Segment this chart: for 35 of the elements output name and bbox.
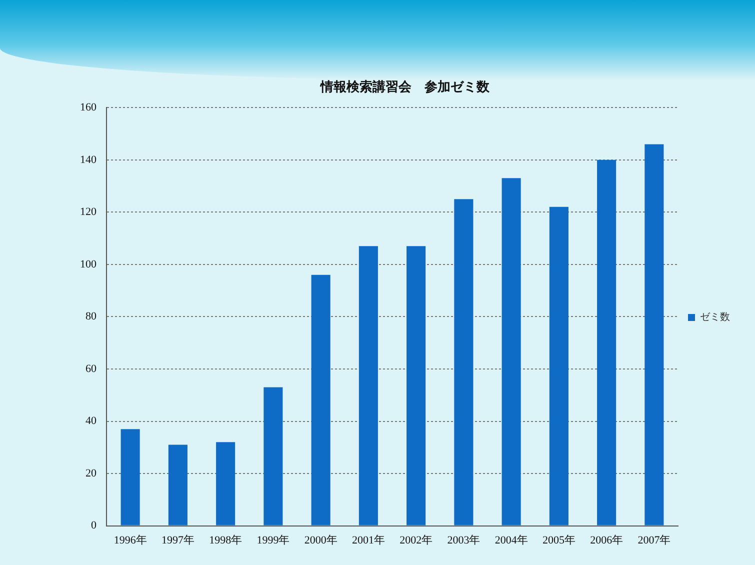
bar — [597, 160, 616, 526]
legend-label: ゼミ数 — [700, 312, 730, 324]
bar — [454, 199, 474, 526]
bar — [216, 442, 236, 526]
bar — [549, 206, 568, 526]
bar — [311, 274, 330, 526]
bar — [358, 246, 378, 526]
y-tick-label: 0 — [91, 520, 97, 532]
bar — [644, 144, 664, 526]
y-tick-label: 100 — [80, 258, 97, 270]
x-tick-label: 1998年 — [209, 534, 242, 546]
y-tick-label: 80 — [86, 310, 97, 323]
x-tick-label: 1997年 — [161, 534, 194, 546]
x-tick-label: 2007年 — [638, 534, 671, 546]
y-tick-label: 160 — [80, 101, 97, 114]
y-tick-label: 20 — [86, 467, 97, 480]
y-tick-label: 60 — [86, 362, 97, 375]
bar — [168, 444, 188, 526]
bar — [120, 429, 140, 526]
x-tick-label: 2003年 — [447, 534, 480, 546]
chart-title: 情報検索講習会 参加ゼミ数 — [320, 79, 490, 96]
y-tick-label: 140 — [80, 154, 97, 166]
y-tick-label: 40 — [86, 415, 97, 428]
x-tick-label: 2004年 — [494, 534, 528, 546]
x-tick-label: 1999年 — [256, 534, 290, 546]
x-tick-label: 2001年 — [352, 534, 385, 546]
y-tick-label: 120 — [80, 206, 97, 218]
x-tick-label: 2000年 — [304, 534, 338, 546]
bar — [264, 387, 283, 526]
bar — [502, 178, 521, 526]
x-tick-label: 2005年 — [542, 534, 576, 546]
bar — [406, 246, 426, 526]
x-tick-label: 2002年 — [400, 534, 433, 546]
x-tick-label: 1996年 — [114, 534, 147, 546]
x-tick-label: 2006年 — [590, 534, 624, 546]
